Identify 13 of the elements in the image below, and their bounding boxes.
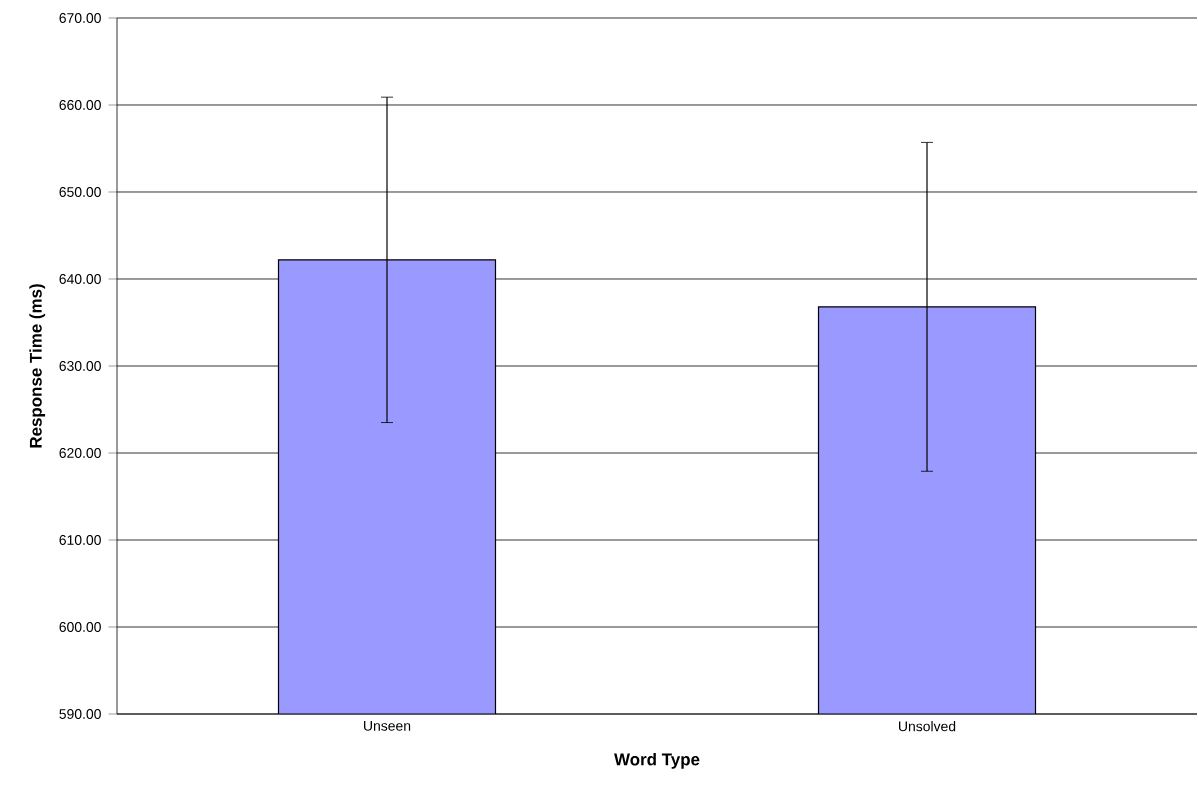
x-tick-label: Unsolved	[899, 721, 956, 732]
y-axis-title: Response Time (ms)	[29, 284, 46, 448]
y-tick-label: 610.00	[59, 535, 101, 545]
y-tick-label: 660.00	[59, 100, 101, 110]
y-tick-label: 590.00	[59, 709, 101, 719]
y-tick-label: 620.00	[59, 448, 101, 458]
y-tick-label: 600.00	[59, 622, 101, 632]
x-tick-label: Unseen	[364, 721, 411, 731]
x-axis-title: Word Type	[614, 752, 700, 769]
y-tick-label: 650.00	[59, 187, 101, 197]
y-tick-label: 630.00	[59, 361, 101, 371]
y-tick-label: 670.00	[59, 13, 101, 23]
y-tick-label: 640.00	[59, 274, 101, 284]
